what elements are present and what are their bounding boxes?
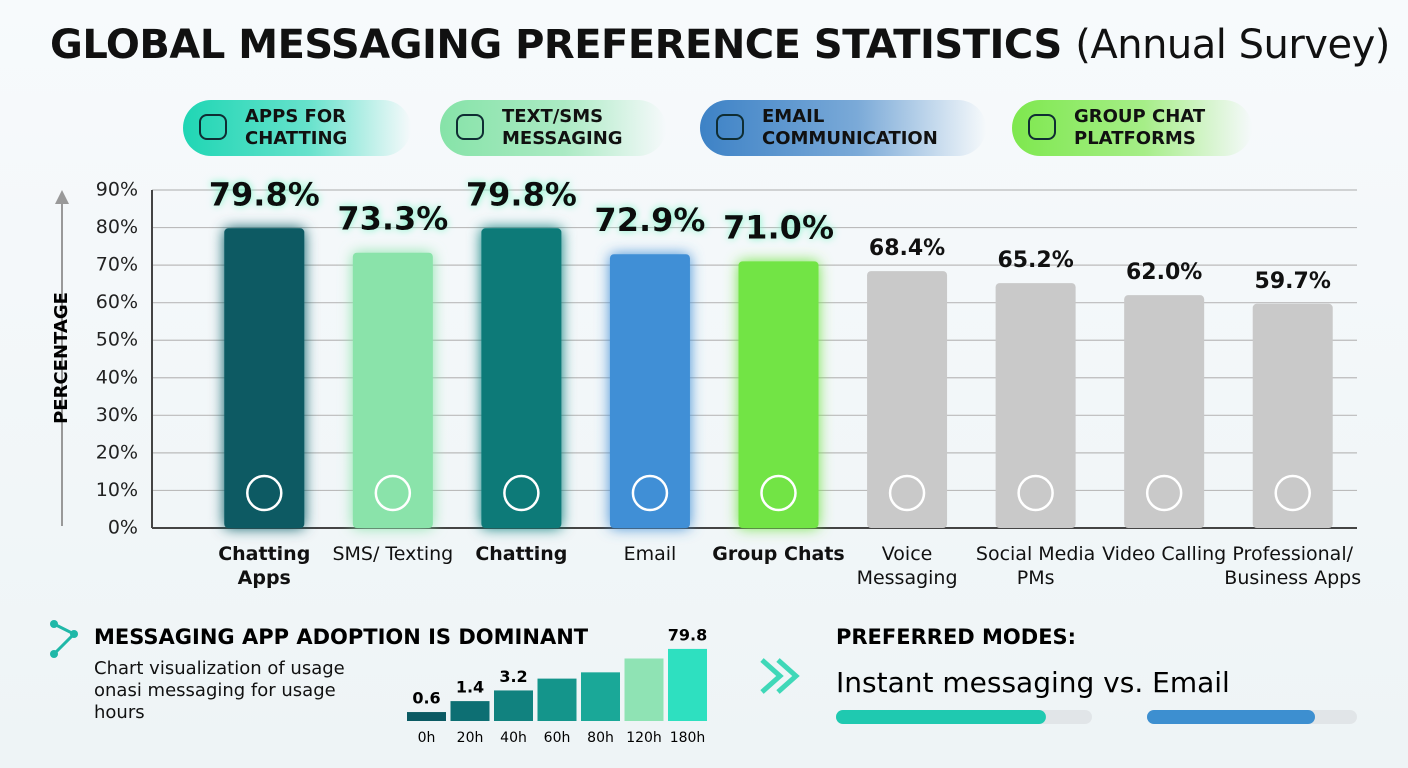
mini-value-label: 3.2 [499, 667, 527, 686]
y-tick-label: 60% [96, 291, 138, 313]
mini-subtitle-box: Chart visualization of usage onasi messa… [94, 658, 345, 723]
bar [738, 261, 819, 528]
value-label: 59.7% [1255, 269, 1331, 294]
x-tick-label: Email [623, 543, 677, 565]
modes-subtitle: Instant messaging vs. Email [836, 666, 1230, 699]
mini-value-label: 1.4 [456, 678, 484, 697]
bar-icon [1274, 474, 1311, 512]
bar [481, 228, 562, 528]
value-label: 65.2% [997, 248, 1073, 273]
x-tick-label: Group Chats [712, 543, 845, 565]
mini-x-label: 0h [418, 730, 436, 746]
value-label: 71.0% [723, 208, 834, 246]
legend-icon [1028, 114, 1056, 140]
value-label: 73.3% [337, 200, 448, 238]
y-tick-label: 0% [108, 517, 138, 539]
x-tick-label: Chatting Apps [218, 543, 311, 589]
bar-icon [503, 474, 540, 512]
legend-item: EMAIL COMMUNICATION [700, 100, 986, 156]
progress-bar [836, 710, 1046, 724]
bar [1252, 303, 1333, 528]
mini-subtitle: Chart visualization of usage onasi messa… [94, 658, 345, 723]
mini-bar [668, 648, 707, 721]
value-label: 72.9% [594, 201, 705, 239]
subtitle: (Annual Survey) [1075, 22, 1390, 68]
chevrons [760, 658, 800, 694]
legend-item: GROUP CHAT PLATFORMS [1012, 100, 1252, 156]
legend-label: APPS FOR CHATTING [245, 106, 348, 149]
mini-bar [537, 678, 577, 721]
x-tick-label: Professional/ Business Apps [1224, 543, 1362, 589]
y-tick-label: 20% [96, 441, 138, 463]
legend-icon [199, 114, 227, 140]
y-axis-label: PERCENTAGE [51, 292, 72, 424]
y-tick-label: 30% [96, 404, 138, 426]
bar [352, 252, 433, 528]
legend-label: TEXT/SMS MESSAGING [502, 106, 623, 149]
y-tick-label: 10% [96, 479, 138, 501]
y-tick-label: 70% [96, 254, 138, 276]
mini-bar [581, 672, 620, 721]
mini-x-label: 180h [670, 730, 706, 746]
mini-bar [624, 658, 664, 721]
mini-title: MESSAGING APP ADOPTION IS DOMINANT [94, 625, 589, 649]
mini-bar [450, 701, 490, 721]
x-tick-label: SMS/ Texting [332, 543, 454, 565]
mini-bar [407, 712, 446, 721]
modes-title: PREFERRED MODES: [836, 625, 1076, 649]
mini-value-label: 0.6 [412, 689, 440, 708]
mini-x-label: 40h [500, 730, 527, 746]
value-label: 68.4% [869, 236, 945, 261]
bar [609, 254, 690, 528]
x-tick-label: Video Calling [1102, 543, 1227, 565]
bar-icon [1145, 474, 1183, 512]
legend-item: APPS FOR CHATTING [183, 100, 411, 156]
bar-icon [631, 474, 669, 512]
mini-x-label: 80h [587, 730, 614, 746]
title: GLOBAL MESSAGING PREFERENCE STATISTICS (… [50, 22, 1390, 68]
y-tick-label: 50% [96, 329, 138, 351]
value-label: 79.8% [209, 175, 320, 213]
value-label: 62.0% [1126, 260, 1202, 285]
title-text: GLOBAL MESSAGING PREFERENCE STATISTICS [50, 22, 1062, 68]
axis-arrow-head [55, 190, 69, 204]
progress-bar [1147, 710, 1315, 724]
bar-icon [1017, 474, 1054, 512]
y-tick-label: 40% [96, 366, 138, 388]
bar-icon [888, 474, 926, 512]
bar [867, 271, 948, 528]
bar [224, 228, 305, 528]
x-tick-label: Social Media PMs [975, 543, 1096, 589]
y-tick-label: 90% [96, 179, 138, 201]
value-label: 79.8% [466, 175, 577, 213]
bar-icon [246, 474, 283, 512]
legend-icon [456, 114, 484, 140]
mini-value-label: 79.8 [668, 625, 707, 644]
mini-icon [50, 620, 78, 658]
x-tick-label: Voice Messaging [856, 543, 958, 589]
legend-label: EMAIL COMMUNICATION [762, 106, 938, 149]
y-tick-label: 80% [96, 216, 138, 238]
legend-item: TEXT/SMS MESSAGING [440, 100, 666, 156]
mini-x-label: 20h [457, 730, 484, 746]
bar [1124, 295, 1205, 528]
bar-icon [760, 474, 797, 512]
bar [995, 283, 1076, 528]
legend-label: GROUP CHAT PLATFORMS [1074, 106, 1206, 149]
bar-icon [374, 474, 412, 512]
mini-bar [494, 690, 533, 721]
legend-icon [716, 114, 744, 140]
mini-x-label: 120h [626, 730, 662, 746]
x-tick-label: Chatting [475, 543, 568, 565]
mini-x-label: 60h [544, 730, 571, 746]
